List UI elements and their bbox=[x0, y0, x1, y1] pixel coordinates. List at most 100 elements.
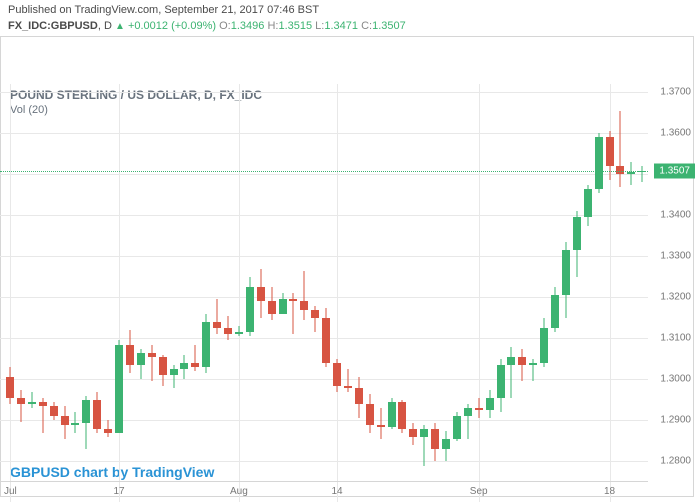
candle[interactable] bbox=[50, 84, 58, 482]
candle[interactable] bbox=[28, 84, 36, 482]
candle-body bbox=[104, 429, 112, 433]
candle[interactable] bbox=[431, 84, 439, 482]
candle[interactable] bbox=[159, 84, 167, 482]
candle-body bbox=[616, 166, 624, 174]
change-pct: (+0.09%) bbox=[171, 20, 216, 32]
y-tick-label: 1.2800 bbox=[660, 456, 691, 467]
candle[interactable] bbox=[71, 84, 79, 482]
candle[interactable] bbox=[322, 84, 330, 482]
close-label: C: bbox=[361, 20, 372, 32]
candle[interactable] bbox=[246, 84, 254, 482]
candle-body bbox=[191, 363, 199, 367]
candle[interactable] bbox=[540, 84, 548, 482]
candle[interactable] bbox=[17, 84, 25, 482]
price-badge: 1.3507 bbox=[654, 164, 695, 179]
candle-wick bbox=[31, 392, 32, 408]
candle-body bbox=[453, 416, 461, 439]
candle-body bbox=[180, 363, 188, 369]
candle[interactable] bbox=[257, 84, 265, 482]
candle-body bbox=[431, 429, 439, 450]
candle[interactable] bbox=[104, 84, 112, 482]
x-tick-label: 18 bbox=[604, 486, 615, 497]
candle-wick bbox=[642, 166, 643, 182]
candle[interactable] bbox=[638, 84, 646, 482]
candle-body bbox=[82, 400, 90, 423]
price-line bbox=[0, 171, 648, 172]
candle[interactable] bbox=[202, 84, 210, 482]
candle[interactable] bbox=[82, 84, 90, 482]
candle-body bbox=[486, 398, 494, 410]
low-value: 1.3471 bbox=[324, 20, 358, 32]
candle[interactable] bbox=[39, 84, 47, 482]
candle[interactable] bbox=[497, 84, 505, 482]
candle[interactable] bbox=[486, 84, 494, 482]
candle[interactable] bbox=[344, 84, 352, 482]
candle[interactable] bbox=[442, 84, 450, 482]
candle-wick bbox=[522, 349, 523, 382]
candle-body bbox=[322, 318, 330, 363]
candle[interactable] bbox=[61, 84, 69, 482]
candle[interactable] bbox=[529, 84, 537, 482]
candle[interactable] bbox=[398, 84, 406, 482]
candle[interactable] bbox=[224, 84, 232, 482]
y-tick-label: 1.3000 bbox=[660, 374, 691, 385]
candle[interactable] bbox=[616, 84, 624, 482]
candle[interactable] bbox=[507, 84, 515, 482]
x-tick-label: 14 bbox=[331, 486, 342, 497]
candle[interactable] bbox=[311, 84, 319, 482]
candle[interactable] bbox=[279, 84, 287, 482]
candle-body bbox=[584, 189, 592, 218]
y-tick-label: 1.3100 bbox=[660, 333, 691, 344]
candle-body bbox=[224, 328, 232, 334]
y-axis: 1.28001.29001.30001.31001.32001.33001.34… bbox=[649, 84, 695, 502]
y-tick-label: 1.3200 bbox=[660, 292, 691, 303]
candle-body bbox=[17, 398, 25, 404]
candle[interactable] bbox=[409, 84, 417, 482]
candle[interactable] bbox=[595, 84, 603, 482]
candle[interactable] bbox=[180, 84, 188, 482]
direction-arrow: ▲ bbox=[115, 21, 125, 32]
candle[interactable] bbox=[464, 84, 472, 482]
candle[interactable] bbox=[584, 84, 592, 482]
candle-body bbox=[355, 388, 363, 404]
candle-body bbox=[540, 328, 548, 363]
candle[interactable] bbox=[93, 84, 101, 482]
candle[interactable] bbox=[606, 84, 614, 482]
candle-body bbox=[562, 250, 570, 295]
candle[interactable] bbox=[627, 84, 635, 482]
candle[interactable] bbox=[420, 84, 428, 482]
candle[interactable] bbox=[213, 84, 221, 482]
candle[interactable] bbox=[170, 84, 178, 482]
candle[interactable] bbox=[289, 84, 297, 482]
candle[interactable] bbox=[453, 84, 461, 482]
candle[interactable] bbox=[333, 84, 341, 482]
candle[interactable] bbox=[191, 84, 199, 482]
candle[interactable] bbox=[300, 84, 308, 482]
candle[interactable] bbox=[377, 84, 385, 482]
candle[interactable] bbox=[268, 84, 276, 482]
candle[interactable] bbox=[562, 84, 570, 482]
candle[interactable] bbox=[6, 84, 14, 482]
x-tick-label: Aug bbox=[230, 486, 248, 497]
candle[interactable] bbox=[475, 84, 483, 482]
candle[interactable] bbox=[355, 84, 363, 482]
candle[interactable] bbox=[366, 84, 374, 482]
candle[interactable] bbox=[126, 84, 134, 482]
candle[interactable] bbox=[235, 84, 243, 482]
candle-wick bbox=[151, 345, 152, 382]
chart-container[interactable]: POUND STERLING / US DOLLAR, D, FX_IDC Vo… bbox=[0, 36, 695, 498]
candle[interactable] bbox=[518, 84, 526, 482]
candle[interactable] bbox=[115, 84, 123, 482]
plot-area[interactable]: POUND STERLING / US DOLLAR, D, FX_IDC Vo… bbox=[0, 84, 648, 502]
candle[interactable] bbox=[148, 84, 156, 482]
candle[interactable] bbox=[551, 84, 559, 482]
candle-body bbox=[627, 172, 635, 174]
symbol: FX_IDC:GBPUSD bbox=[8, 20, 98, 32]
candle[interactable] bbox=[137, 84, 145, 482]
candle[interactable] bbox=[573, 84, 581, 482]
y-tick-label: 1.3400 bbox=[660, 210, 691, 221]
y-tick-label: 1.3300 bbox=[660, 251, 691, 262]
candle[interactable] bbox=[388, 84, 396, 482]
candle-body bbox=[289, 299, 297, 301]
candle-body bbox=[170, 369, 178, 375]
